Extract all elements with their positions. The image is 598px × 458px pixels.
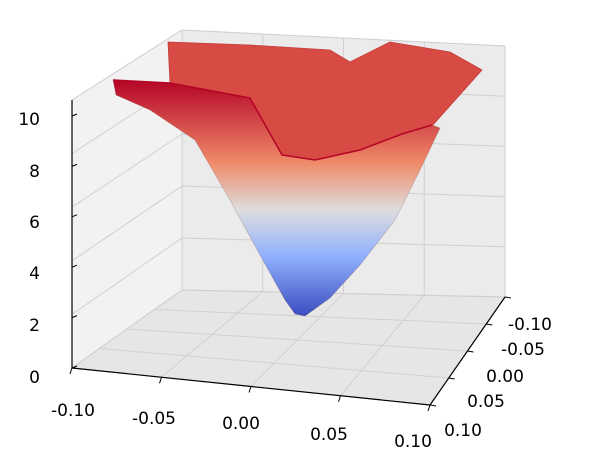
z-tick-mark <box>71 315 78 319</box>
x-tick-label: 0.10 <box>394 432 432 452</box>
z-tick-mark <box>71 264 78 268</box>
y-tick-mark <box>486 323 493 326</box>
y-tick-mark <box>448 377 455 380</box>
z-tick-label: 2 <box>29 316 40 336</box>
y-tick-label: -0.05 <box>501 340 545 360</box>
y-tick-label: 0.10 <box>444 421 482 441</box>
x-tick-label: 0.05 <box>310 425 348 445</box>
y-tick-mark <box>504 296 512 299</box>
z-axis-ticks: 0 2 4 6 8 10 <box>18 110 78 388</box>
x-tick-label: 0.00 <box>222 414 260 434</box>
y-tick-mark <box>467 350 474 353</box>
z-tick-label: 6 <box>29 213 40 233</box>
x-tick-mark <box>427 404 431 412</box>
z-tick-mark <box>71 113 78 117</box>
grid-line-z <box>71 289 506 369</box>
z-tick-label: 4 <box>29 264 40 284</box>
x-tick-label: -0.10 <box>51 401 95 421</box>
z-tick-mark <box>71 163 78 167</box>
grid-line-y <box>126 328 468 352</box>
grid-line-z <box>71 237 506 315</box>
grid-line-z <box>71 29 506 101</box>
x-tick-mark <box>159 377 162 384</box>
z-tick-label: 8 <box>29 162 40 182</box>
x-tick-mark <box>248 386 252 393</box>
grid-line-y <box>154 309 487 325</box>
z-tick-label: 0 <box>29 368 40 388</box>
z-tick-mark <box>71 365 78 369</box>
y-tick-label: -0.10 <box>508 315 552 335</box>
y-tick-mark <box>429 404 437 407</box>
y-tick-label: 0.00 <box>486 367 524 387</box>
z-tick-label: 10 <box>18 110 40 130</box>
y-axis-ticks: -0.10 -0.05 0.00 0.05 0.10 <box>429 296 552 441</box>
x-tick-mark <box>69 367 73 375</box>
surface-rim <box>112 79 433 161</box>
z-tick-mark <box>71 214 78 218</box>
x-tick-mark <box>338 395 341 402</box>
x-axis-ticks: -0.10 -0.05 0.00 0.05 0.10 <box>51 367 432 452</box>
y-tick-label: 0.05 <box>467 392 505 412</box>
x-tick-label: -0.05 <box>132 409 176 429</box>
grid-line-y <box>99 348 449 379</box>
